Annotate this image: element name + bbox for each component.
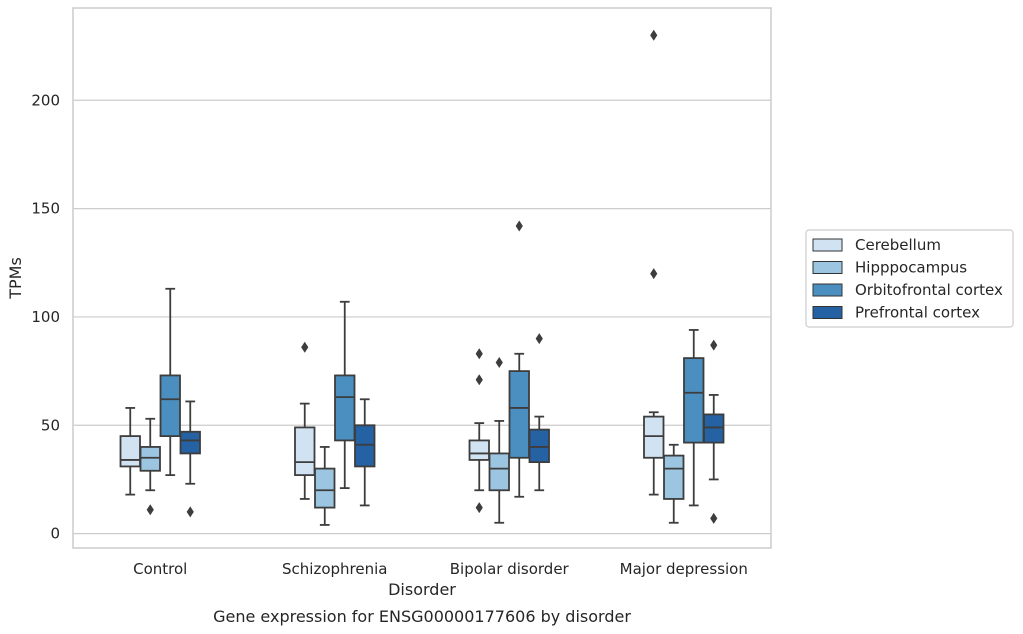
box-cerebellum [294, 341, 316, 500]
outlier-point [475, 348, 483, 360]
iqr-box [179, 430, 201, 455]
legend-frame [805, 229, 1014, 328]
box-orbitofrontal-cortex [508, 220, 530, 498]
box-cerebellum [643, 29, 665, 496]
outlier-point [475, 502, 483, 514]
iqr-box [159, 374, 181, 438]
y-tick-label: 200 [31, 91, 60, 109]
outlier-point [146, 504, 154, 516]
legend: Cerebellum Hipppocampus Orbitofrontal cort… [805, 229, 1014, 328]
iqr-box [488, 452, 510, 492]
iqr-box [354, 424, 376, 468]
box-hipppocampus [139, 417, 161, 516]
box-hipppocampus [314, 446, 336, 526]
x-tick-label: Major depression [620, 560, 748, 578]
outlier-point [186, 506, 194, 518]
x-tick-label: Bipolar disorder [450, 560, 570, 578]
y-tick-label: 100 [31, 308, 60, 326]
y-tick-label: 150 [31, 200, 60, 218]
iqr-box [119, 435, 141, 468]
y-axis-label: TPMs [6, 257, 25, 300]
box-prefrontal-cortex [179, 400, 201, 518]
legend-label: Orbitofrontal cortex [855, 281, 1003, 299]
legend-swatch [812, 238, 843, 252]
x-axis-label: Disorder [388, 580, 456, 599]
legend-label: Hipppocampus [855, 259, 967, 277]
iqr-box [683, 357, 705, 444]
legend-swatch [812, 306, 843, 319]
chart-caption: Gene expression for ENSG00000177606 by d… [213, 607, 631, 626]
box-cerebellum [468, 348, 490, 514]
iqr-box [643, 415, 665, 459]
x-tick-label: Control [133, 560, 187, 578]
x-tick-labels: Control Schizophrenia Bipolar disorder Majo… [133, 560, 748, 578]
box-prefrontal-cortex [528, 333, 550, 492]
iqr-box [139, 446, 161, 472]
iqr-box [334, 374, 356, 442]
iqr-box [663, 454, 685, 500]
outlier-point [710, 512, 718, 524]
box-hipppocampus [488, 356, 510, 524]
box-orbitofrontal-cortex [334, 300, 356, 490]
legend-swatch [812, 261, 843, 274]
iqr-box [703, 413, 725, 444]
box-prefrontal-cortex [354, 398, 376, 507]
legend-label: Prefrontal cortex [855, 304, 980, 322]
outlier-point [515, 220, 523, 232]
outlier-point [495, 356, 503, 368]
outlier-point [535, 333, 543, 345]
x-tick-label: Schizophrenia [282, 560, 387, 578]
box-cerebellum [119, 407, 141, 496]
y-tick-labels: 0 50 100 150 200 [31, 91, 60, 542]
iqr-box [314, 467, 336, 509]
outlier-point [710, 339, 718, 351]
y-tick-label: 50 [41, 416, 60, 434]
box-hipppocampus [663, 443, 685, 524]
legend-label: Cerebellum [855, 236, 941, 254]
outlier-point [650, 268, 658, 280]
y-tick-label: 0 [50, 525, 60, 543]
iqr-box [294, 426, 316, 477]
plot-frame [72, 7, 772, 549]
outlier-point [475, 374, 483, 386]
boxes [119, 29, 725, 526]
iqr-box [468, 439, 490, 461]
outlier-point [650, 29, 658, 41]
legend-swatch [812, 283, 843, 297]
box-prefrontal-cortex [703, 339, 725, 524]
iqr-box [528, 428, 550, 464]
box-orbitofrontal-cortex [683, 329, 705, 507]
outlier-point [301, 341, 309, 353]
iqr-box [508, 370, 530, 459]
box-orbitofrontal-cortex [159, 287, 181, 477]
